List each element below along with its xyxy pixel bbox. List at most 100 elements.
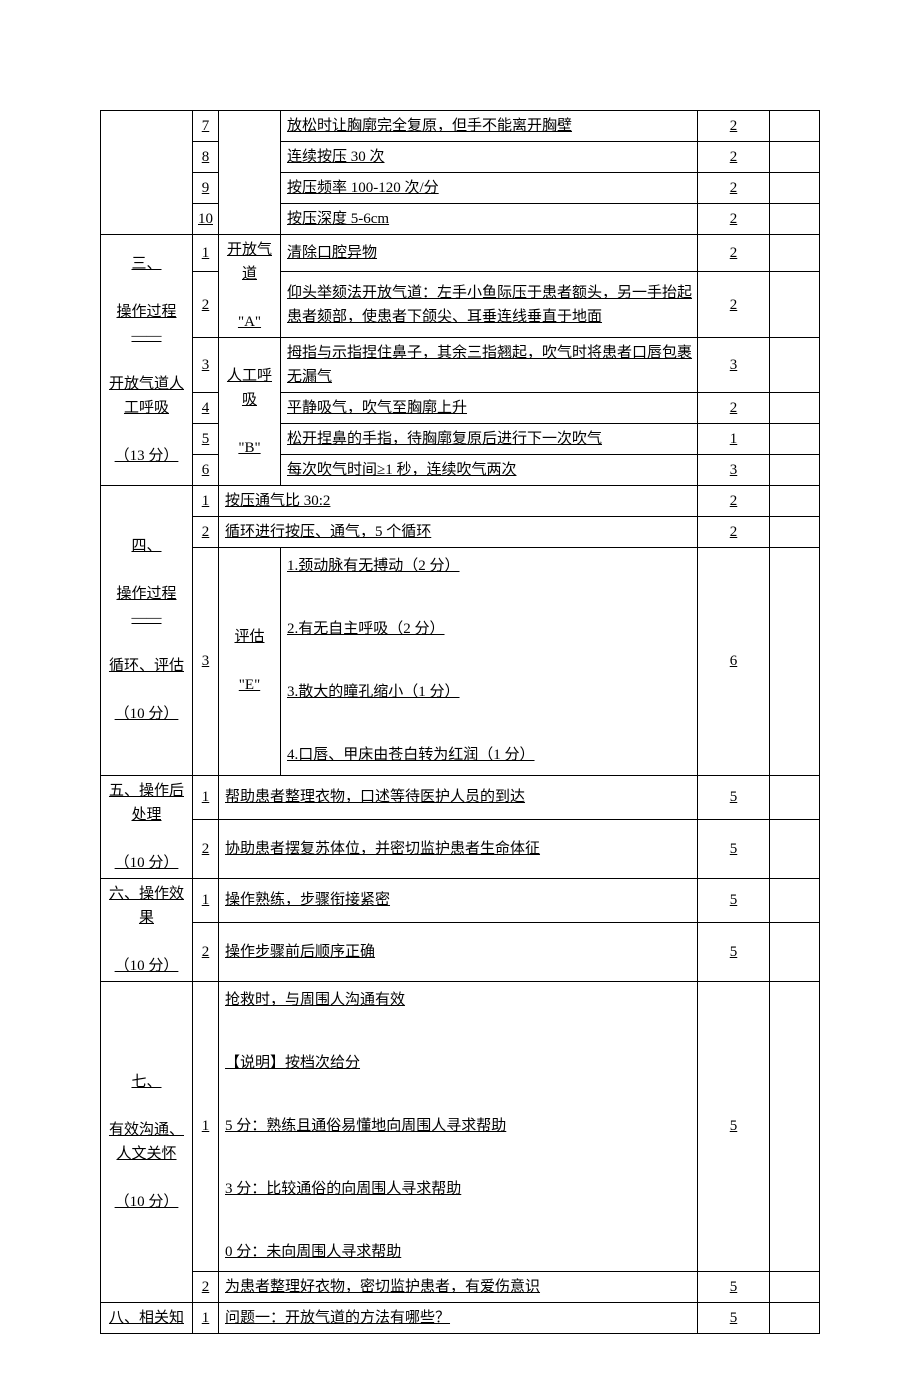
table-row: 八、相关知 1 问题一：开放气道的方法有哪些？ 5 (101, 1303, 820, 1334)
row-num: 1 (193, 486, 219, 517)
row-desc: 放松时让胸廓完全复原，但手不能离开胸壁 (281, 111, 698, 142)
row-desc: 循环进行按压、通气，5 个循环 (219, 517, 698, 548)
row-score: 2 (698, 393, 770, 424)
row-desc: 为患者整理好衣物，密切监护患者，有爱伤意识 (219, 1272, 698, 1303)
section-6-title: 六、操作效果 （10 分） (101, 878, 193, 981)
table-row: 10 按压深度 5-6cm 2 (101, 204, 820, 235)
row-num: 2 (193, 272, 219, 338)
row-desc: 操作步骤前后顺序正确 (219, 922, 698, 981)
table-row: 3 评估 "E" 1.颈动脉有无搏动（2 分） 2.有无自主呼吸（2 分） 3.… (101, 548, 820, 776)
row-score: 2 (698, 111, 770, 142)
row-desc: 连续按压 30 次 (281, 142, 698, 173)
table-row: 3 人工呼吸 "B" 拇指与示指捏住鼻子，其余三指翘起，吹气时将患者口唇包裹无漏… (101, 338, 820, 393)
blank-cell (770, 204, 820, 235)
row-num: 2 (193, 922, 219, 981)
table-row: 七、 有效沟通、人文关怀 （10 分） 1 抢救时，与周围人沟通有效 【说明】按… (101, 981, 820, 1272)
row-score: 2 (698, 173, 770, 204)
table-row: 4 平静吸气，吹气至胸廓上升 2 (101, 393, 820, 424)
scoring-table: 7 放松时让胸廓完全复原，但手不能离开胸壁 2 8 连续按压 30 次 2 9 … (100, 110, 820, 1334)
row-desc: 操作熟练，步骤衔接紧密 (219, 878, 698, 922)
table-row: 三、 操作过程—— 开放气道人工呼吸 （13 分） 1 开放气道 "A" 清除口… (101, 235, 820, 272)
table-row: 8 连续按压 30 次 2 (101, 142, 820, 173)
row-score: 2 (698, 142, 770, 173)
row-num: 5 (193, 424, 219, 455)
blank-cell (770, 393, 820, 424)
table-row: 六、操作效果 （10 分） 1 操作熟练，步骤衔接紧密 5 (101, 878, 820, 922)
row-score: 1 (698, 424, 770, 455)
blank-cell (770, 1303, 820, 1334)
page: 7 放松时让胸廓完全复原，但手不能离开胸壁 2 8 连续按压 30 次 2 9 … (0, 0, 920, 1394)
row-num: 7 (193, 111, 219, 142)
section-4-title: 四、 操作过程—— 循环、评估 （10 分） (101, 486, 193, 776)
row-desc: 松开捏鼻的手指，待胸廓复原后进行下一次吹气 (281, 424, 698, 455)
table-row: 2 操作步骤前后顺序正确 5 (101, 922, 820, 981)
blank-cell (770, 922, 820, 981)
sub-a: 开放气道 "A" (219, 235, 281, 338)
row-score: 5 (698, 981, 770, 1272)
blank-cell (770, 878, 820, 922)
sub-b: 人工呼吸 "B" (219, 338, 281, 486)
row-score: 5 (698, 878, 770, 922)
row-num: 4 (193, 393, 219, 424)
table-row: 2 循环进行按压、通气，5 个循环 2 (101, 517, 820, 548)
row-score: 5 (698, 1303, 770, 1334)
blank-cell (770, 272, 820, 338)
row-num: 6 (193, 455, 219, 486)
section-7-title: 七、 有效沟通、人文关怀 （10 分） (101, 981, 193, 1303)
section-8-title: 八、相关知 (101, 1303, 193, 1334)
row-desc: 清除口腔异物 (281, 235, 698, 272)
blank-cell (770, 235, 820, 272)
blank-cell (770, 142, 820, 173)
row-score: 3 (698, 455, 770, 486)
row-num: 8 (193, 142, 219, 173)
row-num: 3 (193, 548, 219, 776)
row-score: 2 (698, 517, 770, 548)
row-score: 3 (698, 338, 770, 393)
row-desc: 协助患者摆复苏体位，并密切监护患者生命体征 (219, 819, 698, 878)
row-score: 5 (698, 775, 770, 819)
row-num: 3 (193, 338, 219, 393)
blank-cell (770, 819, 820, 878)
row-desc: 问题一：开放气道的方法有哪些？ (219, 1303, 698, 1334)
row-num: 10 (193, 204, 219, 235)
table-row: 五、操作后处理 （10 分） 1 帮助患者整理衣物，口述等待医护人员的到达 5 (101, 775, 820, 819)
row-desc: 平静吸气，吹气至胸廓上升 (281, 393, 698, 424)
table-row: 9 按压频率 100-120 次/分 2 (101, 173, 820, 204)
row-score: 2 (698, 486, 770, 517)
row-desc: 每次吹气时间≥1 秒，连续吹气两次 (281, 455, 698, 486)
row-score: 5 (698, 819, 770, 878)
row-num: 1 (193, 878, 219, 922)
row-desc: 帮助患者整理衣物，口述等待医护人员的到达 (219, 775, 698, 819)
row-score: 2 (698, 272, 770, 338)
row-num: 1 (193, 235, 219, 272)
row-num: 1 (193, 981, 219, 1272)
row-desc: 仰头举颏法开放气道：左手小鱼际压于患者额头，另一手抬起患者颏部，使患者下颌尖、耳… (281, 272, 698, 338)
row-desc: 按压频率 100-120 次/分 (281, 173, 698, 204)
blank-cell (770, 981, 820, 1272)
row-num: 2 (193, 517, 219, 548)
row-desc: 按压深度 5-6cm (281, 204, 698, 235)
blank-cell (770, 424, 820, 455)
row-desc: 抢救时，与周围人沟通有效 【说明】按档次给分 5 分：熟练且通俗易懂地向周围人寻… (219, 981, 698, 1272)
blank-cell (770, 517, 820, 548)
row-score: 6 (698, 548, 770, 776)
blank-cell (770, 486, 820, 517)
row-num: 9 (193, 173, 219, 204)
blank-cell (770, 1272, 820, 1303)
table-row: 2 为患者整理好衣物，密切监护患者，有爱伤意识 5 (101, 1272, 820, 1303)
row-score: 2 (698, 204, 770, 235)
row-num: 2 (193, 819, 219, 878)
section-5-title: 五、操作后处理 （10 分） (101, 775, 193, 878)
table-row: 四、 操作过程—— 循环、评估 （10 分） 1 按压通气比 30:2 2 (101, 486, 820, 517)
section-3-title: 三、 操作过程—— 开放气道人工呼吸 （13 分） (101, 235, 193, 486)
blank-cell (770, 338, 820, 393)
section-cell-cont (101, 111, 193, 235)
table-row: 2 仰头举颏法开放气道：左手小鱼际压于患者额头，另一手抬起患者颏部，使患者下颌尖… (101, 272, 820, 338)
row-score: 5 (698, 922, 770, 981)
table-row: 2 协助患者摆复苏体位，并密切监护患者生命体征 5 (101, 819, 820, 878)
row-num: 1 (193, 1303, 219, 1334)
blank-cell (770, 455, 820, 486)
blank-cell (770, 111, 820, 142)
row-score: 5 (698, 1272, 770, 1303)
sub-cell-cont (219, 111, 281, 235)
